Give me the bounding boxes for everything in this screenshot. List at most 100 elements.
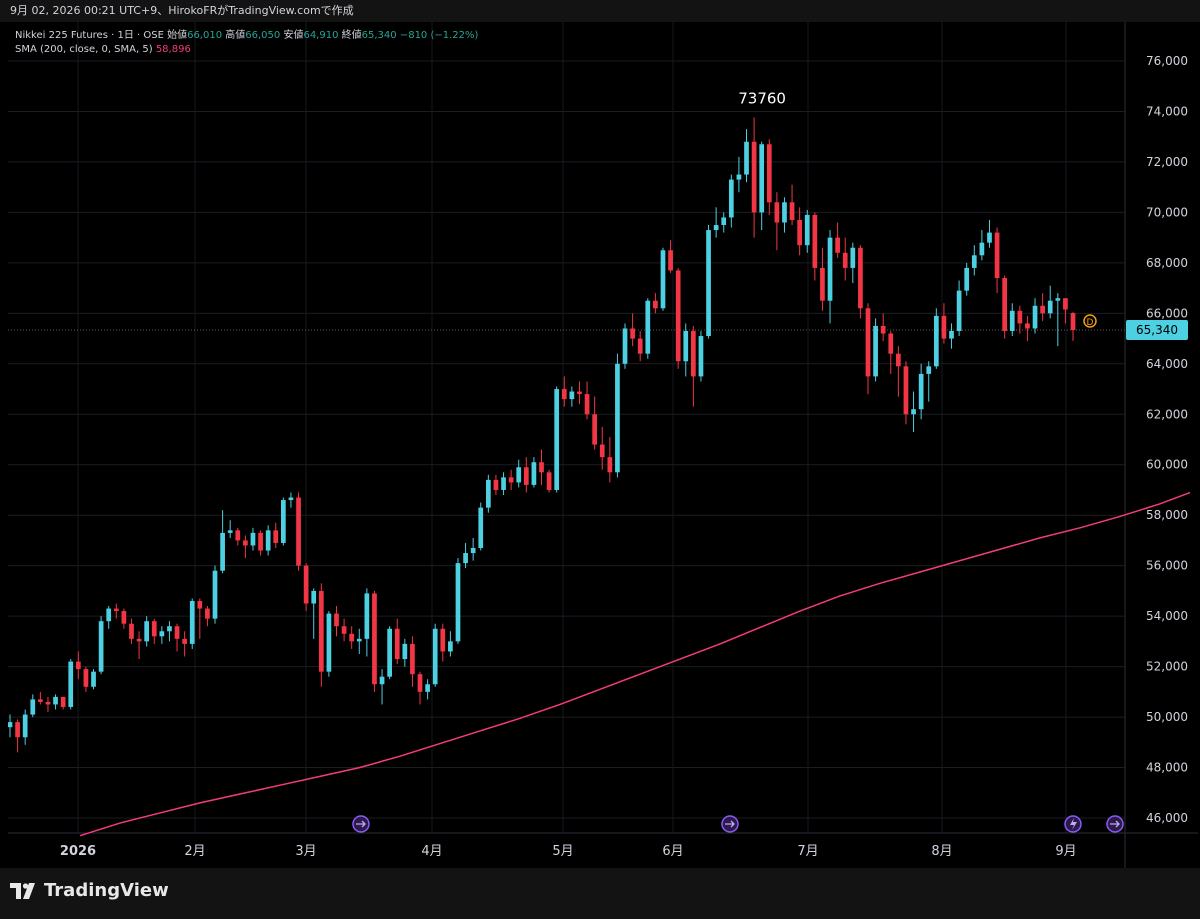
- price-tick-label: 72,000: [1146, 155, 1188, 169]
- event-icon-1[interactable]: [352, 815, 370, 833]
- candle-body: [349, 633, 355, 642]
- candle-body: [417, 674, 423, 692]
- footer-bar: [0, 868, 1200, 919]
- candle-body: [865, 308, 871, 377]
- candle-body: [182, 638, 187, 644]
- candle-body: [402, 643, 408, 660]
- time-tick-label: 4月: [421, 844, 442, 859]
- price-tick-label: 64,000: [1146, 357, 1188, 371]
- candle-body: [136, 638, 142, 642]
- time-tick-label: 2026: [60, 844, 96, 859]
- candle-body: [174, 626, 180, 639]
- candle-body: [250, 532, 256, 546]
- price-tick-label: 50,000: [1146, 710, 1188, 724]
- chart-legend: Nikkei 225 Futures · 1日 · OSE 始値66,010 高…: [15, 29, 478, 57]
- candle-body: [774, 202, 780, 223]
- tradingview-logo[interactable]: TradingView: [10, 880, 169, 901]
- candle-body: [197, 600, 203, 609]
- candle-body: [759, 144, 765, 213]
- candle-body: [60, 696, 66, 707]
- candle-body: [227, 530, 233, 533]
- chart-end-badge[interactable]: D: [1083, 314, 1097, 328]
- candle-body: [501, 477, 506, 490]
- candle-body: [911, 409, 916, 415]
- candle-body: [189, 600, 195, 644]
- price-tick-label: 70,000: [1146, 205, 1188, 219]
- candle-body: [75, 661, 81, 670]
- event-icon-2[interactable]: [721, 815, 739, 833]
- candle-body: [91, 671, 96, 687]
- candle-body: [812, 214, 818, 268]
- candle-body: [546, 472, 552, 490]
- chart-frame[interactable]: 46,000 48,000 50,000 52,000 54,000 56,000 58,0…: [7, 22, 1198, 868]
- price-tick-label: 66,000: [1146, 306, 1188, 320]
- candle-body: [949, 330, 954, 339]
- symbol-label[interactable]: Nikkei 225 Futures · 1日 · OSE: [15, 30, 164, 41]
- candle-body: [615, 363, 620, 473]
- candle-body: [858, 247, 863, 309]
- price-tick-label: 46,000: [1146, 811, 1188, 825]
- candle-body: [478, 507, 484, 549]
- candle-body: [113, 608, 119, 612]
- last-price-tag: 65,340: [1126, 319, 1188, 340]
- time-tick-label: 7月: [797, 844, 818, 859]
- candle-body: [622, 328, 628, 364]
- candles: [7, 117, 1076, 753]
- high-value: 66,050: [245, 30, 281, 41]
- logo-text: TradingView: [44, 880, 169, 901]
- candle-body: [888, 333, 894, 354]
- time-tick-label: 6月: [662, 844, 683, 859]
- candle-body: [880, 325, 886, 334]
- candle-body: [1063, 298, 1068, 310]
- candle-body: [212, 570, 218, 619]
- candle-body: [797, 219, 803, 246]
- candle-body: [470, 548, 476, 554]
- candle-body: [599, 444, 605, 458]
- candle-body: [1040, 305, 1045, 314]
- candle-body: [98, 621, 104, 672]
- candle-body: [220, 532, 225, 571]
- candle-body: [744, 141, 749, 175]
- time-tick-label: 3月: [295, 844, 316, 859]
- candle-body: [873, 325, 878, 377]
- candle-body: [994, 232, 1000, 279]
- sma-legend-row: SMA (200, close, 0, SMA, 5) 58,896: [15, 43, 478, 57]
- candle-body: [334, 613, 339, 627]
- candle-body: [561, 389, 567, 400]
- attribution-text: 9月 02, 2026 00:21 UTC+9、HirokoFRがTrading…: [10, 4, 354, 17]
- candle-body: [7, 722, 13, 728]
- candle-body: [903, 366, 909, 415]
- grid-lines: [8, 22, 1125, 833]
- candle-body: [485, 479, 491, 508]
- candle-body: [926, 366, 932, 374]
- candle-body: [569, 391, 575, 400]
- candle-body: [318, 590, 324, 672]
- candle-body: [1055, 298, 1061, 301]
- candle-body: [1025, 323, 1030, 329]
- candle-body: [637, 338, 643, 354]
- candle-body: [45, 701, 51, 705]
- candle-body: [1070, 313, 1076, 330]
- candle-body: [964, 267, 970, 291]
- candle-body: [205, 608, 210, 619]
- candle-body: [918, 373, 924, 410]
- candle-body: [296, 497, 301, 566]
- price-tick-label: 62,000: [1146, 407, 1188, 421]
- sma-200-line: [79, 491, 1191, 837]
- lightning-event-icon[interactable]: [1064, 815, 1082, 833]
- sma-label[interactable]: SMA (200, close, 0, SMA, 5): [15, 44, 153, 55]
- candle-body: [455, 563, 461, 642]
- price-chart[interactable]: 46,000 48,000 50,000 52,000 54,000 56,000 58,0…: [7, 22, 1198, 868]
- candle-body: [410, 643, 415, 675]
- price-tick-label: 52,000: [1146, 660, 1188, 674]
- candle-body: [372, 593, 377, 685]
- candle-body: [151, 621, 157, 637]
- candle-body: [258, 532, 263, 551]
- candle-body: [288, 497, 294, 501]
- candle-body: [265, 530, 271, 551]
- candle-body: [273, 530, 279, 543]
- candle-body: [660, 250, 666, 309]
- price-axis[interactable]: 46,000 48,000 50,000 52,000 54,000 56,000 58,0…: [1146, 54, 1188, 825]
- time-axis[interactable]: 2026 2月 3月 4月 5月 6月 7月 8月 9月: [60, 844, 1077, 859]
- event-icon-3[interactable]: [1106, 815, 1124, 833]
